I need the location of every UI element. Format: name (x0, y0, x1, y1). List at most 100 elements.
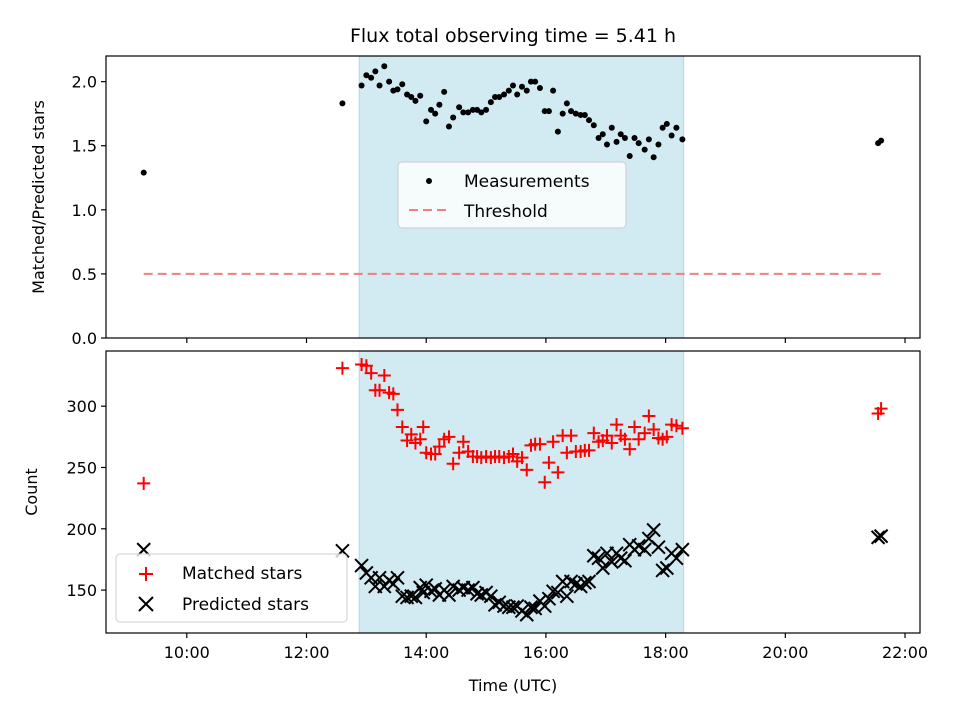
measurement-point (487, 99, 494, 106)
measurement-points (140, 63, 885, 176)
measurement-point (650, 154, 657, 161)
matched-star-point (610, 418, 624, 432)
measurement-point (363, 72, 370, 79)
matched-star-point (587, 426, 601, 440)
measurement-point (450, 114, 457, 121)
matched-star-point (456, 435, 470, 449)
matched-star-point (386, 387, 400, 401)
predicted-star-point (870, 530, 886, 545)
measurement-point (412, 97, 419, 104)
predicted-star-point (655, 563, 670, 578)
matched-star-point (546, 435, 560, 449)
bottom-y-tick-label: 250 (66, 458, 97, 477)
measurement-point (532, 78, 539, 85)
measurement-point (550, 87, 557, 94)
bottom-y-tick-label: 300 (66, 397, 97, 416)
measurement-point (518, 83, 525, 90)
matched-star-point (551, 465, 565, 479)
measurement-point (590, 122, 597, 129)
predicted-star-point (408, 590, 423, 605)
bottom-y-tick-label: 150 (66, 581, 97, 600)
top-legend: Measurements Threshold (397, 161, 627, 229)
measurement-point (559, 110, 566, 117)
x-tick-label: 14:00 (403, 643, 449, 662)
measurement-point (417, 92, 424, 99)
matched-star-point (395, 420, 409, 434)
legend-marker-matched (139, 567, 153, 581)
measurement-point (608, 124, 615, 131)
top-y-ticks: 0.0 0.5 1.0 1.5 2.0 (72, 73, 106, 348)
legend-label-predicted: Predicted stars (182, 595, 309, 615)
measurement-point (541, 108, 548, 115)
legend-label-threshold: Threshold (463, 202, 548, 222)
chart-title: Flux total observing time = 5.41 h (350, 25, 676, 47)
bottom-legend: Matched stars Predicted stars (115, 553, 348, 623)
measurement-point (523, 87, 530, 94)
predicted-star-point (386, 576, 401, 592)
measurement-point (386, 78, 393, 85)
predicted-star-point (390, 570, 405, 586)
measurement-point (399, 81, 406, 88)
measurement-point (501, 91, 508, 98)
top-y-tick-label: 2.0 (72, 73, 97, 92)
predicted-star-point (460, 582, 476, 598)
measurement-point (527, 78, 534, 85)
measurement-point (496, 94, 503, 101)
matched-star-point (359, 359, 373, 373)
measurement-point (465, 109, 472, 116)
measurement-point (372, 68, 379, 75)
predicted-star-point (523, 600, 539, 615)
x-tick-label: 12:00 (283, 643, 329, 662)
measurement-point (339, 100, 346, 107)
measurement-point (581, 111, 588, 118)
matched-star-point (446, 457, 460, 471)
measurement-point (641, 146, 648, 153)
matched-star-point (660, 430, 674, 444)
measurement-point (368, 74, 375, 81)
bottom-y-tick-label: 200 (66, 520, 97, 539)
matched-star-point (628, 420, 642, 434)
measurement-point (428, 106, 435, 113)
matched-star-point (413, 432, 427, 446)
predicted-star-point (873, 528, 889, 544)
predicted-star-point (441, 587, 457, 603)
measurement-point (603, 141, 610, 148)
measurement-point (635, 140, 642, 147)
top-y-tick-label: 1.5 (72, 137, 97, 156)
measurement-point (626, 152, 633, 159)
measurement-point (505, 87, 512, 94)
top-y-tick-label: 1.0 (72, 201, 97, 220)
top-panel: 0.00.51.01.52.0 Matched/Predicted stars … (29, 55, 921, 348)
top-y-axis-label: Matched/Predicted stars (29, 100, 48, 294)
measurement-point (599, 131, 606, 138)
predicted-star-point (675, 542, 690, 557)
measurement-point (554, 128, 561, 135)
measurement-point (140, 169, 147, 176)
x-tick-label: 18:00 (643, 643, 689, 662)
predicted-star-point (651, 539, 666, 555)
matched-star-point (364, 366, 378, 380)
measurement-point (358, 82, 365, 89)
predicted-star-point (519, 607, 534, 622)
measurement-point (595, 135, 602, 142)
measurement-point (381, 63, 388, 70)
measurement-point (536, 85, 543, 92)
measurement-point (394, 86, 401, 93)
matched-star-point (638, 426, 652, 440)
bottom-panel: 150 200 250 300 10:00 12:00 14:00 16:00 18:00 20… (22, 350, 928, 695)
predicted-star-point (527, 601, 543, 616)
predicted-star-point (637, 542, 652, 557)
measurement-point (645, 136, 652, 143)
predicted-star-point (591, 551, 606, 566)
matched-star-point (623, 442, 637, 456)
measurement-point (586, 117, 593, 124)
predicted-star-point (423, 584, 439, 599)
predicted-star-point (550, 585, 566, 600)
top-x-ticks (186, 338, 906, 343)
predicted-star-point (505, 600, 521, 615)
measurement-point (655, 141, 662, 148)
bottom-x-ticks: 10:00 12:00 14:00 16:00 18:00 20:00 22:00 (164, 633, 928, 662)
matched-star-point (533, 437, 547, 451)
measurement-point (617, 131, 624, 138)
matched-star-point (669, 419, 683, 433)
